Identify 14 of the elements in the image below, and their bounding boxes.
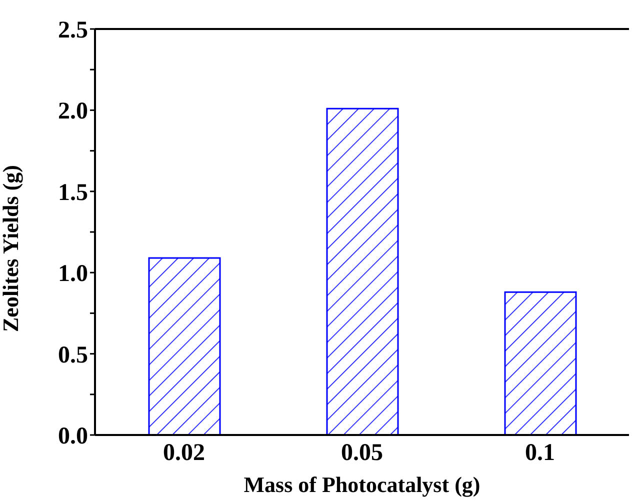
y-tick-label: 0.5 <box>58 342 88 368</box>
x-tick-label: 0.02 <box>163 440 205 466</box>
y-tick-label: 1.0 <box>58 261 88 288</box>
y-tick-label: 0.0 <box>58 424 88 450</box>
x-axis-title: Mass of Photocatalyst (g) <box>244 472 480 497</box>
y-tick-label: 2.5 <box>58 18 88 44</box>
y-axis-title: Zeolites Yields (g) <box>0 164 23 332</box>
bar <box>326 108 399 435</box>
bar <box>148 257 221 435</box>
x-tick-label: 0.05 <box>341 440 383 466</box>
bar <box>504 291 577 435</box>
y-tick-label: 1.5 <box>58 180 88 206</box>
x-tick-label: 0.1 <box>525 440 555 466</box>
y-tick-label: 2.0 <box>58 98 88 125</box>
